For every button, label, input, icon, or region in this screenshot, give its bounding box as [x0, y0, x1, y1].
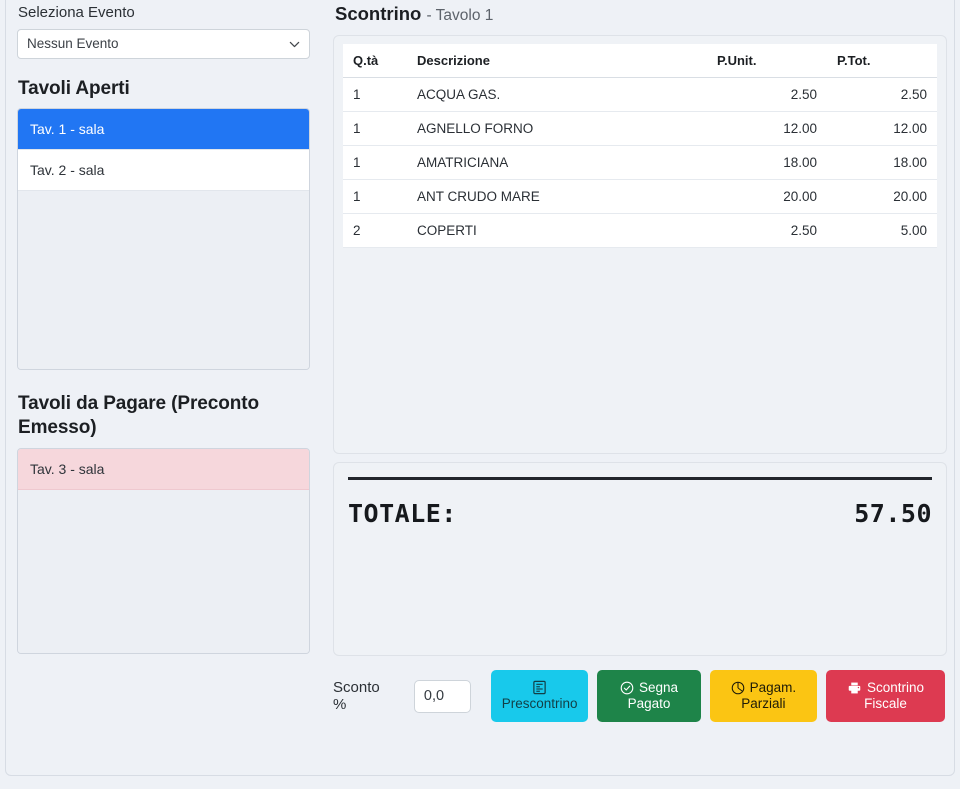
scontrino-fiscale-label-line1: Scontrino — [866, 679, 925, 695]
cell-total: 2.50 — [827, 77, 937, 112]
column-header-qty: Q.tà — [343, 44, 407, 78]
segna-pagato-label-line1: Segna — [639, 679, 679, 695]
receipt-total-panel: TOTALE: 57.50 — [333, 462, 947, 656]
check-circle-icon — [620, 681, 634, 695]
receipt-icon — [532, 680, 547, 695]
receipt-heading: Scontrino - Tavolo 1 — [335, 3, 947, 27]
table-header-row: Q.tà Descrizione P.Unit. P.Tot. — [343, 44, 937, 78]
total-value: 57.50 — [854, 499, 932, 528]
prescontrino-label: Prescontrino — [501, 695, 578, 711]
table-row[interactable]: 1 AMATRICIANA 18.00 18.00 — [343, 145, 937, 180]
scontrino-fiscale-button[interactable]: Scontrino Fiscale — [825, 670, 945, 722]
prescontrino-icon-row — [532, 680, 547, 695]
segna-pagato-icon-row: Segna — [620, 680, 678, 696]
column-header-total-price: P.Tot. — [827, 44, 937, 78]
event-select[interactable]: Nessun Evento — [17, 29, 310, 59]
pagamenti-parziali-label-line1: Pagam. — [749, 679, 797, 695]
cell-unit: 2.50 — [707, 213, 827, 248]
action-bar: Sconto % 0,0 — [333, 668, 947, 724]
pay-tables-list[interactable]: Tav. 3 - sala — [17, 448, 310, 654]
list-item-table-3[interactable]: Tav. 3 - sala — [18, 449, 309, 490]
column-header-description: Descrizione — [407, 44, 707, 78]
segna-pagato-label-line2: Pagato — [627, 695, 671, 711]
open-tables-list[interactable]: Tav. 1 - sala Tav. 2 - sala — [17, 108, 310, 370]
column-header-unit-price: P.Unit. — [707, 44, 827, 78]
sidebar: Seleziona Evento Nessun Evento Tavoli Ap… — [15, 1, 333, 765]
table-row[interactable]: 2 COPERTI 2.50 5.00 — [343, 213, 937, 248]
cell-desc: AGNELLO FORNO — [407, 111, 707, 146]
total-row: TOTALE: 57.50 — [348, 499, 932, 528]
discount-input[interactable]: 0,0 — [413, 679, 471, 713]
total-divider — [348, 477, 932, 480]
receipt-title: Scontrino — [335, 3, 422, 24]
cell-desc: AMATRICIANA — [407, 145, 707, 180]
pagamenti-parziali-icon-row: Pagam. — [731, 679, 797, 696]
printer-icon — [847, 681, 862, 695]
scontrino-fiscale-label-line2: Fiscale — [864, 695, 907, 711]
receipt-items-table: Q.tà Descrizione P.Unit. P.Tot. 1 ACQUA … — [343, 44, 937, 248]
cell-total: 20.00 — [827, 179, 937, 214]
cell-desc: COPERTI — [407, 213, 707, 248]
cell-unit: 20.00 — [707, 179, 827, 214]
pagamenti-parziali-button[interactable]: Pagam. Parziali — [709, 670, 817, 722]
cell-qty: 1 — [343, 77, 407, 112]
cell-qty: 1 — [343, 111, 407, 146]
total-label: TOTALE: — [348, 499, 457, 528]
table-row[interactable]: 1 ANT CRUDO MARE 20.00 20.00 — [343, 179, 937, 214]
cell-unit: 2.50 — [707, 77, 827, 112]
cell-qty: 1 — [343, 145, 407, 180]
pay-tables-empty-area — [18, 490, 309, 653]
cell-unit: 12.00 — [707, 111, 827, 146]
receipt-subtitle: - Tavolo 1 — [426, 7, 494, 24]
scontrino-fiscale-icon-row: Scontrino — [847, 680, 924, 696]
cell-qty: 1 — [343, 179, 407, 214]
open-tables-title: Tavoli Aperti — [18, 78, 130, 99]
open-tables-empty-area — [18, 191, 309, 369]
pay-tables-title: Tavoli da Pagare (Preconto Emesso) — [18, 393, 259, 438]
cell-qty: 2 — [343, 213, 407, 248]
receipt-pane: Scontrino - Tavolo 1 Q.tà Descrizione P.… — [333, 1, 947, 765]
app-window: Seleziona Evento Nessun Evento Tavoli Ap… — [5, 0, 955, 776]
list-item-table-2[interactable]: Tav. 2 - sala — [18, 150, 309, 191]
cell-total: 5.00 — [827, 213, 937, 248]
receipt-items-panel: Q.tà Descrizione P.Unit. P.Tot. 1 ACQUA … — [333, 35, 947, 454]
pie-chart-icon — [731, 681, 745, 695]
cell-total: 18.00 — [827, 145, 937, 180]
discount-label: Sconto % — [333, 679, 380, 713]
event-select-value[interactable]: Nessun Evento — [17, 29, 310, 59]
event-select-label: Seleziona Evento — [18, 4, 135, 21]
prescontrino-button[interactable]: Prescontrino — [490, 670, 589, 722]
cell-desc: ANT CRUDO MARE — [407, 179, 707, 214]
table-row[interactable]: 1 ACQUA GAS. 2.50 2.50 — [343, 77, 937, 112]
segna-pagato-button[interactable]: Segna Pagato — [597, 670, 701, 722]
cell-unit: 18.00 — [707, 145, 827, 180]
cell-desc: ACQUA GAS. — [407, 77, 707, 112]
pagamenti-parziali-label-line2: Parziali — [741, 695, 786, 711]
table-row[interactable]: 1 AGNELLO FORNO 12.00 12.00 — [343, 111, 937, 146]
list-item-table-1[interactable]: Tav. 1 - sala — [18, 109, 309, 150]
cell-total: 12.00 — [827, 111, 937, 146]
